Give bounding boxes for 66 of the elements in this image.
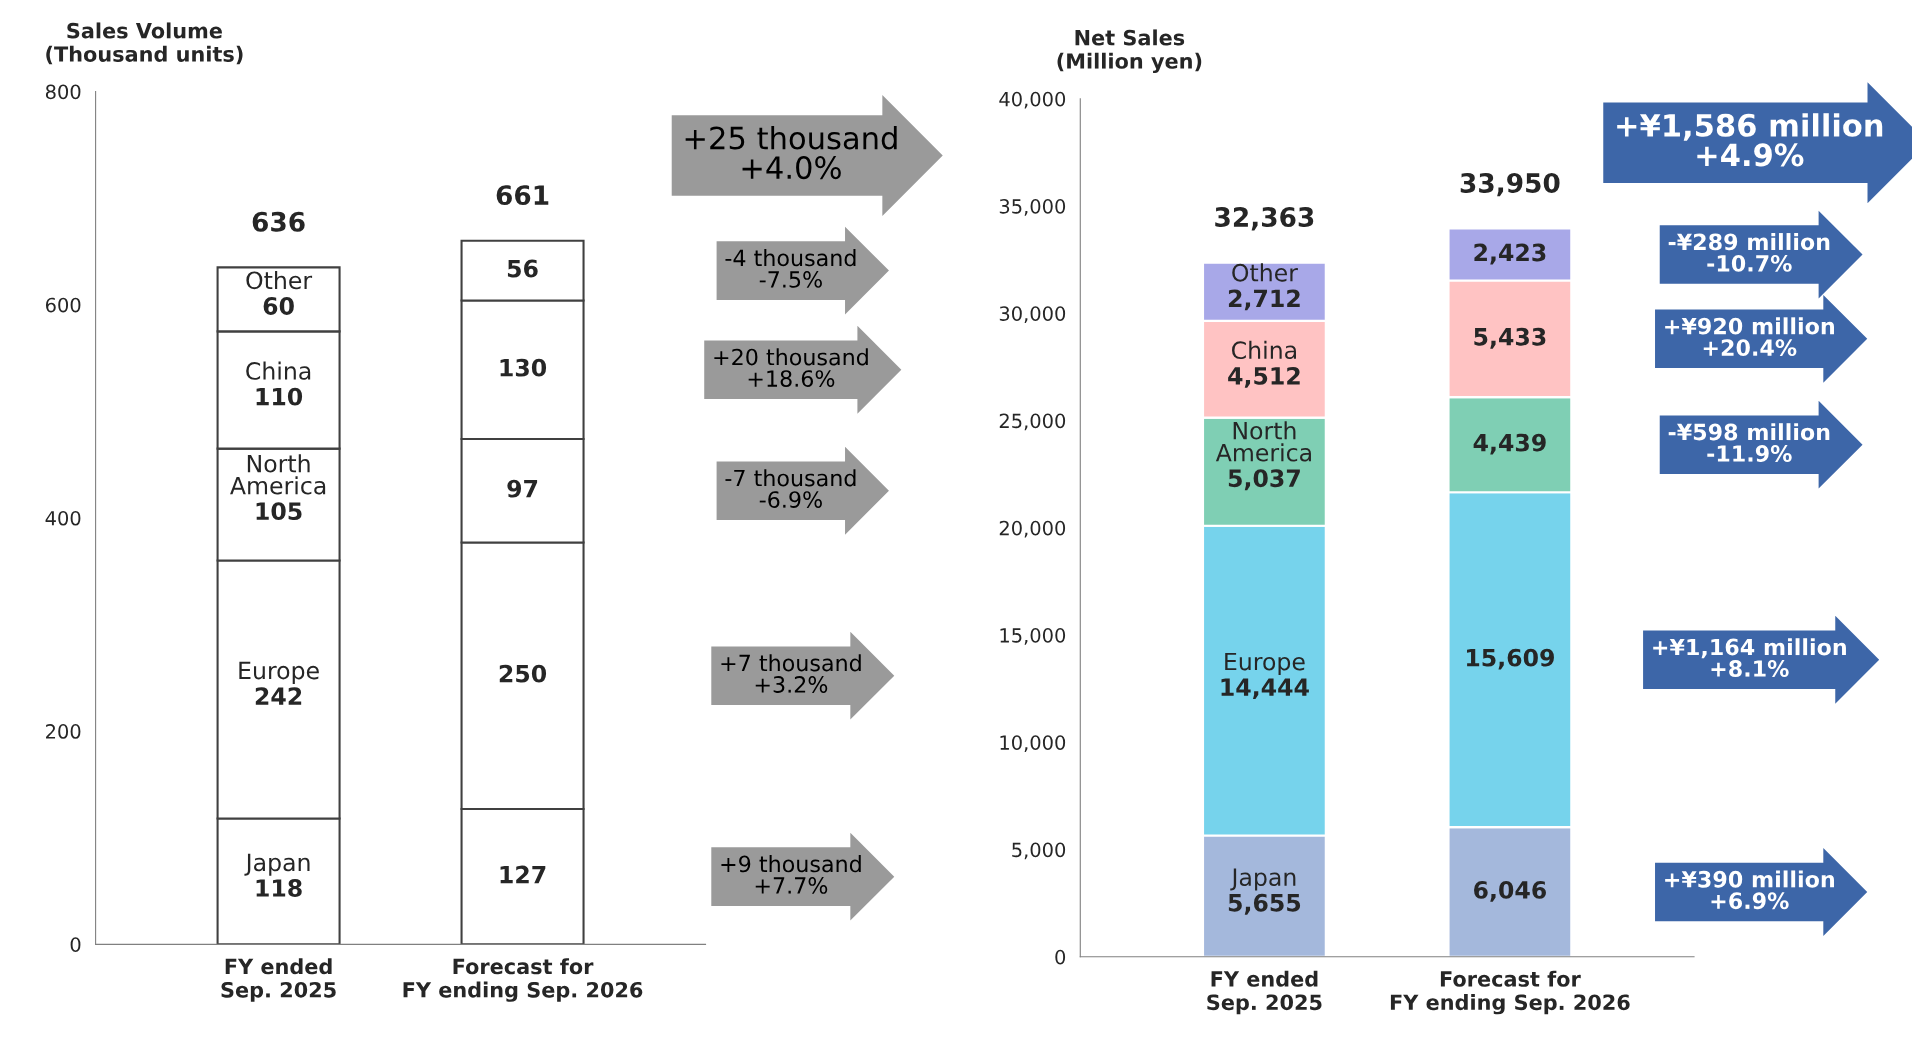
series-label: China <box>1232 340 1296 360</box>
x-tick-label: Forecast for FY ending Sep. 2026 <box>403 958 643 1002</box>
series-label: Japan <box>244 853 310 876</box>
series-label: China <box>246 361 311 380</box>
data-label: 60 <box>263 297 294 315</box>
annotation: +¥1,164 million +8.1% <box>1653 638 1846 677</box>
data-label: 118 <box>256 879 302 897</box>
data-label: 4,512 <box>1228 366 1300 388</box>
y-tick-label: 30,000 <box>999 306 1066 323</box>
y-tick-label: 600 <box>45 297 81 313</box>
data-label: 2,712 <box>1228 289 1300 311</box>
y-tick-label: 200 <box>46 724 81 739</box>
total-label: 661 <box>496 185 549 206</box>
data-label: 2,423 <box>1474 243 1546 265</box>
y-tick-label: 5,000 <box>1012 842 1066 860</box>
series-label: Other <box>1232 263 1298 282</box>
data-label: 15,609 <box>1467 648 1554 670</box>
total-label: 32,363 <box>1215 207 1314 231</box>
text: -7 thousand -6.9% <box>725 469 856 508</box>
x-tick-label: Forecast for FY ending Sep. 2026 <box>1390 970 1630 1015</box>
data-label: 105 <box>256 502 302 521</box>
data-label: 5,433 <box>1474 327 1546 349</box>
annotation: -¥289 million -10.7% <box>1668 233 1830 272</box>
series-label: Japan <box>1230 868 1296 891</box>
annotation: +¥390 million +6.9% <box>1665 870 1834 910</box>
data-label: 6,046 <box>1474 880 1546 902</box>
data-label: 127 <box>500 865 546 884</box>
data-label: 14,444 <box>1221 678 1309 700</box>
data-label: 97 <box>507 479 538 498</box>
y-tick-label: 20,000 <box>999 520 1066 538</box>
total-label: 636 <box>252 211 305 232</box>
y-tick-label: 800 <box>45 84 81 100</box>
data-label: 56 <box>507 259 538 278</box>
y-tick-label: 25,000 <box>999 413 1066 431</box>
data-label: 110 <box>256 387 303 406</box>
annotation: +¥920 million +20.4% <box>1665 317 1834 357</box>
text: -4 thousand -7.5% <box>725 249 856 288</box>
x-tick-label: FY ended Sep. 2025 <box>221 958 336 1002</box>
data-label: 5,655 <box>1228 893 1301 915</box>
annotation: +25 thousand +4.0% <box>685 125 897 180</box>
x-tick-label: FY ended Sep. 2025 <box>1207 970 1322 1015</box>
series-label: Europe <box>1225 652 1305 676</box>
y-tick-label: 15,000 <box>1000 628 1066 645</box>
series-label: North America <box>1215 421 1311 462</box>
data-label: 250 <box>499 664 547 683</box>
y-axis-title: Net Sales (Million yen) <box>1057 29 1202 74</box>
y-tick-label: 0 <box>1055 949 1066 965</box>
annotation: +¥1,586 million +4.9% <box>1617 113 1883 167</box>
text: +20 thousand +18.6% <box>714 348 868 387</box>
y-tick-label: 40,000 <box>999 91 1066 109</box>
data-label: 242 <box>255 687 302 705</box>
data-label: 4,439 <box>1473 433 1546 455</box>
y-tick-label: 10,000 <box>1000 735 1066 752</box>
annotation: -¥598 million -11.9% <box>1668 423 1830 462</box>
y-tick-label: 400 <box>45 510 81 526</box>
total-label: 33,950 <box>1460 172 1560 197</box>
series-label: Europe <box>239 661 319 684</box>
series-label: North America <box>230 454 326 495</box>
y-tick-label: 35,000 <box>999 199 1066 216</box>
data-label: 5,037 <box>1228 469 1300 491</box>
data-label: 130 <box>500 358 547 377</box>
y-axis-title: Sales Volume (Thousand units) <box>46 22 243 65</box>
y-tick-label: 0 <box>70 937 81 952</box>
text: +7 thousand +3.2% <box>721 654 861 693</box>
series-label: Other <box>246 270 313 290</box>
text: +9 thousand +7.7% <box>721 855 861 894</box>
